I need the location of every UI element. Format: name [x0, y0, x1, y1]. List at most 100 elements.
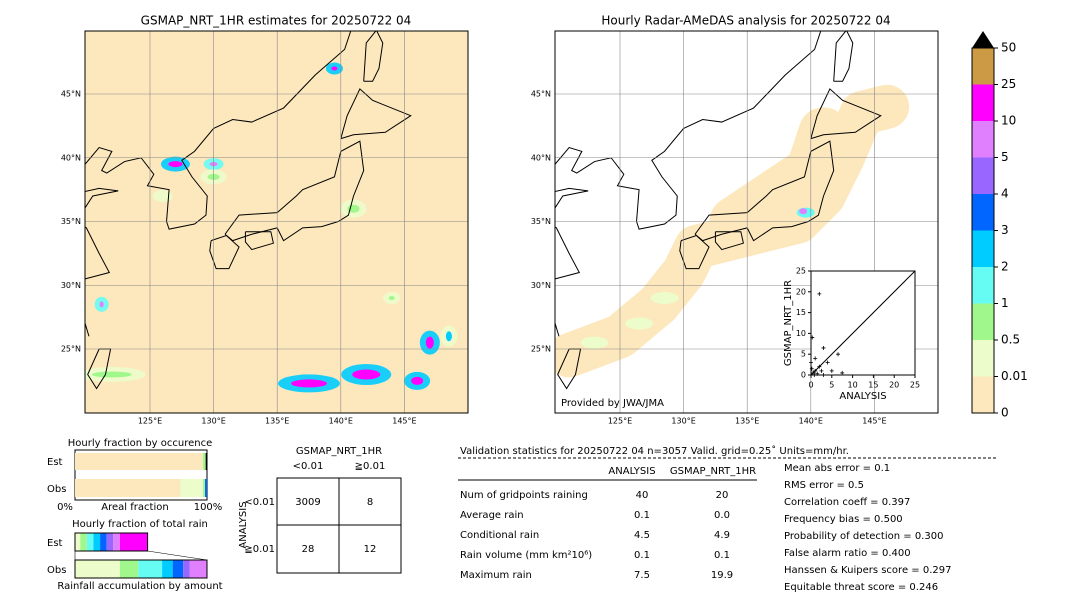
- colorbar-swatch: [972, 84, 994, 121]
- map-frame: [554, 30, 939, 414]
- stats-title: Validation statistics for 20250722 04 n=…: [460, 445, 849, 457]
- axis-label: Rainfall accumulation by amount: [57, 581, 222, 592]
- stats-value: 0.1: [634, 510, 650, 521]
- map: [84, 30, 469, 414]
- fraction-segment: [80, 533, 87, 551]
- colorbar-label: 0.01: [1001, 369, 1028, 383]
- fraction-segment: [100, 533, 107, 551]
- fraction-segment: [93, 533, 101, 551]
- stats-value: 0.1: [634, 550, 650, 561]
- row-label: Est: [47, 538, 63, 549]
- score: Mean abs error = 0.1: [784, 463, 890, 474]
- row-label: Obs: [47, 484, 66, 495]
- lat-label: 40°N: [531, 153, 551, 162]
- point: [819, 368, 824, 373]
- fraction-segment: [86, 533, 94, 551]
- lon-label: 125°E: [138, 417, 162, 426]
- lat-label: 35°N: [531, 217, 551, 226]
- coastline: [679, 234, 710, 270]
- score: Probability of detection = 0.300: [784, 531, 943, 542]
- score: False alarm ratio = 0.400: [784, 548, 911, 559]
- stats-value: 4.9: [714, 530, 730, 541]
- map-title: GSMAP_NRT_1HR estimates for 20250722 04: [141, 14, 412, 28]
- score: RMS error = 0.5: [784, 480, 864, 491]
- point: [809, 366, 814, 371]
- table-cell: 12: [364, 544, 377, 555]
- colorbar-label: 10: [1001, 114, 1016, 128]
- colorbar-swatch: [972, 230, 994, 267]
- rain-area: [352, 369, 381, 380]
- colorbar-label: 0: [1001, 406, 1009, 420]
- fraction-segment: [180, 479, 204, 497]
- panel-frame: [74, 449, 208, 501]
- coastline: [85, 323, 90, 337]
- diagonal: [810, 270, 916, 376]
- y-tick-label: 20: [796, 287, 806, 296]
- coastline: [810, 88, 882, 140]
- fraction-segment: [75, 533, 81, 551]
- fraction-segment: [106, 533, 114, 551]
- table-cell: 8: [367, 497, 373, 508]
- stats-value: 0.1: [714, 550, 730, 561]
- score: Frequency bias = 0.500: [784, 514, 903, 525]
- rain-area: [411, 376, 424, 385]
- col-header: ANALYSIS: [608, 466, 655, 477]
- coastline: [714, 231, 744, 251]
- fraction-segment: [203, 453, 206, 470]
- row-title: ANALYSIS: [238, 501, 249, 548]
- rain-area: [650, 292, 679, 304]
- colorbar-swatch: [972, 267, 994, 304]
- fraction-segment: [189, 560, 207, 578]
- x-tick-label: 5: [829, 381, 834, 390]
- credit: Provided by JWA/JMA: [561, 398, 664, 409]
- fraction-segment: [162, 560, 173, 578]
- lon-label: 135°E: [735, 417, 759, 426]
- lon-label: 125°E: [608, 417, 632, 426]
- stats-value: 4.5: [634, 530, 650, 541]
- score: Equitable threat score = 0.246: [784, 582, 938, 593]
- colorbar-label: 4: [1001, 187, 1009, 201]
- coastline: [555, 323, 560, 337]
- point: [811, 370, 816, 375]
- colorbar-swatch: [972, 121, 994, 158]
- lat-label: 30°N: [531, 281, 551, 290]
- panel-frame: [74, 532, 149, 552]
- point: [817, 364, 822, 369]
- stats-label: Num of gridpoints raining: [460, 490, 588, 501]
- colorbar-label: 0.5: [1001, 333, 1020, 347]
- col-label: <0.01: [293, 461, 324, 472]
- stats-label: Rain volume (mm km²10⁶): [460, 550, 592, 561]
- fraction-segment: [75, 479, 181, 497]
- y-tick-label: 5: [801, 350, 806, 359]
- point: [813, 368, 818, 373]
- x-axis-label: ANALYSIS: [839, 391, 886, 402]
- rain-area: [425, 336, 434, 349]
- fraction-segment: [75, 560, 120, 578]
- row-label: ≧0.01: [244, 544, 275, 555]
- axis-label: 100%: [194, 502, 223, 513]
- rain-area: [158, 194, 167, 198]
- x-tick-label: 0: [808, 381, 813, 390]
- rain-area: [580, 336, 609, 349]
- y-tick-label: 0: [801, 371, 806, 380]
- colorbar-swatch: [972, 340, 994, 377]
- fraction-segment: [75, 453, 204, 470]
- stats-value: 0.0: [714, 510, 730, 521]
- point: [812, 373, 817, 377]
- y-axis-label: GSMAP_NRT_1HR: [783, 280, 794, 366]
- score: Correlation coeff = 0.397: [784, 497, 910, 508]
- panel-frame: [74, 559, 208, 579]
- x-tick-label: 20: [889, 381, 899, 390]
- colorbar-swatch: [972, 194, 994, 231]
- point: [836, 352, 841, 357]
- coverage: [709, 107, 849, 247]
- point: [817, 291, 822, 296]
- colorbar-label: 1: [1001, 296, 1009, 310]
- colorbar-label: 5: [1001, 150, 1009, 164]
- table-title: GSMAP_NRT_1HR: [296, 446, 382, 457]
- map-title: Hourly Radar-AMeDAS analysis for 2025072…: [601, 14, 890, 28]
- colorbar-label: 2: [1001, 260, 1009, 274]
- fraction-segment: [172, 560, 184, 578]
- point: [810, 335, 815, 340]
